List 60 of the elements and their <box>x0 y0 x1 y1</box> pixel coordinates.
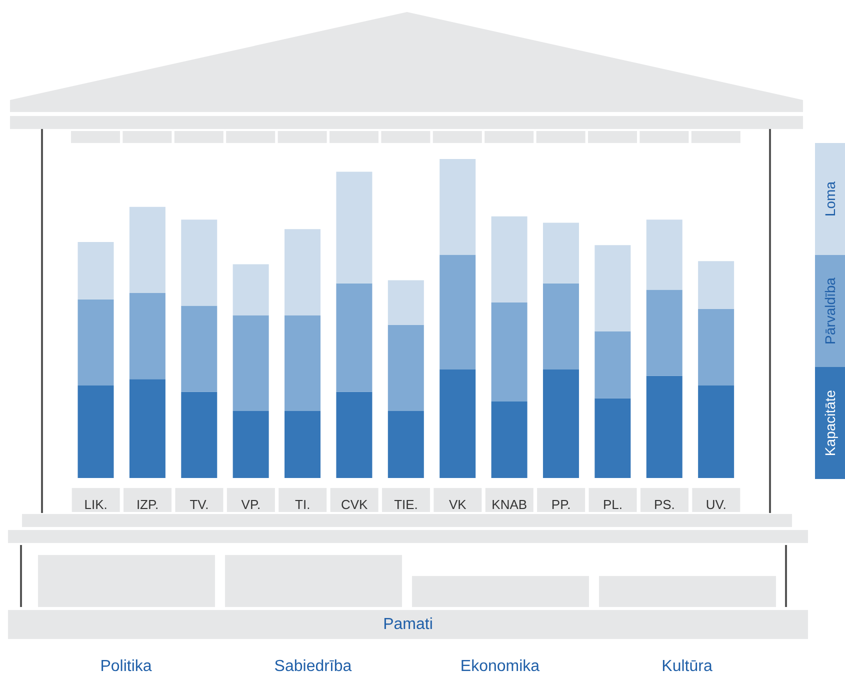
x-tick-label: TI. <box>295 497 310 512</box>
bar <box>542 222 579 284</box>
bar <box>232 315 269 412</box>
bar <box>698 308 734 386</box>
bar <box>491 401 528 478</box>
text: Kultūra <box>660 658 714 676</box>
text: Pārvaldība <box>822 278 838 344</box>
x-tick-label: IZP. <box>136 497 159 512</box>
bar <box>181 392 218 478</box>
bar <box>594 331 631 398</box>
text: Politika <box>99 658 153 676</box>
bar <box>129 379 166 478</box>
x-tick-label: PL. <box>603 497 623 512</box>
x-tick-label: KNAB <box>492 497 528 512</box>
bar <box>440 254 476 370</box>
bar <box>594 398 631 478</box>
bar <box>646 376 682 478</box>
bar <box>542 283 579 370</box>
x-tick-label: PS. <box>654 497 675 512</box>
bar <box>594 245 631 332</box>
text: Loma <box>822 181 838 217</box>
bar <box>698 261 734 309</box>
text: Kapacitāte <box>822 390 838 456</box>
bar <box>440 159 476 255</box>
bar <box>181 220 218 306</box>
bar <box>388 280 424 325</box>
x-tick-label: PP. <box>551 497 571 512</box>
bar <box>388 324 424 412</box>
bar <box>646 220 682 290</box>
bar <box>491 216 528 303</box>
bar <box>78 242 114 300</box>
x-tick-label: UV. <box>706 497 726 512</box>
text: Ekonomika <box>459 658 541 676</box>
bar <box>336 392 372 478</box>
text: Pamati <box>8 610 808 639</box>
x-tick-label: CVK <box>340 497 368 512</box>
bar <box>78 385 114 478</box>
bar <box>542 370 579 478</box>
bar <box>336 283 372 392</box>
bar <box>232 411 269 478</box>
bar <box>284 315 321 412</box>
bar <box>336 172 372 284</box>
bar <box>440 370 476 478</box>
x-tick-label: LIK. <box>84 497 108 512</box>
bar <box>284 229 321 316</box>
bar <box>78 299 114 386</box>
x-tick-label: VK <box>449 497 467 512</box>
x-tick-label: VP. <box>241 497 261 512</box>
x-tick-label: TV. <box>190 497 209 512</box>
bar <box>129 292 166 380</box>
bar <box>284 411 321 478</box>
bar <box>181 306 218 392</box>
text: Sabiedrība <box>273 658 353 676</box>
bar <box>388 411 424 478</box>
bar <box>232 264 269 316</box>
x-tick-label: TIE. <box>394 497 418 512</box>
bar <box>491 302 528 402</box>
bar <box>646 290 682 376</box>
bar <box>129 206 166 293</box>
bar <box>698 385 734 478</box>
